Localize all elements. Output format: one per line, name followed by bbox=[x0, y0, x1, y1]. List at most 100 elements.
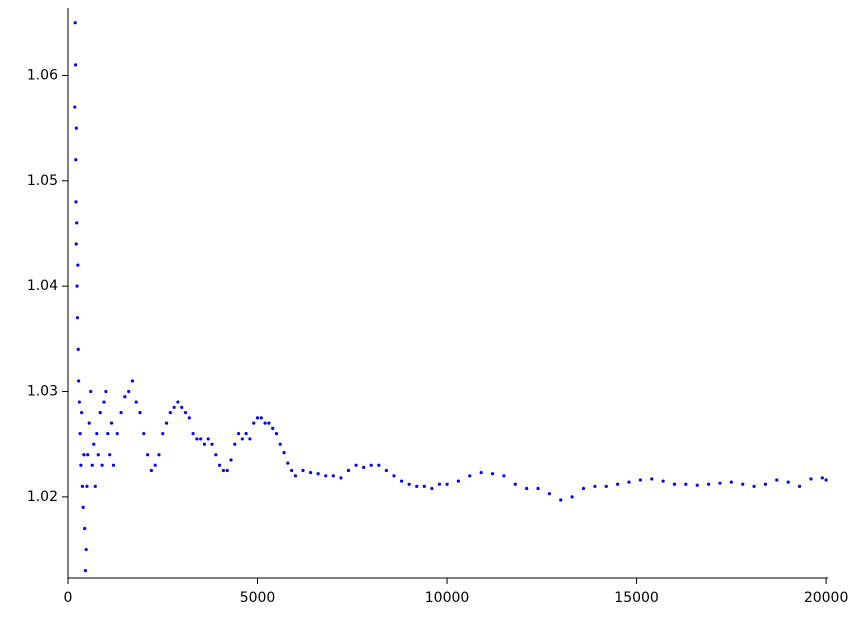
point bbox=[106, 432, 110, 436]
point bbox=[98, 410, 102, 415]
point bbox=[183, 410, 188, 415]
point bbox=[221, 468, 226, 473]
x-tick-label: 0 bbox=[64, 590, 73, 606]
point bbox=[75, 284, 79, 288]
point bbox=[301, 468, 305, 473]
point bbox=[76, 347, 80, 351]
point bbox=[75, 221, 79, 225]
point bbox=[604, 484, 608, 488]
point bbox=[536, 486, 540, 491]
point bbox=[104, 389, 108, 394]
point bbox=[684, 482, 688, 486]
point bbox=[89, 389, 93, 394]
point bbox=[399, 479, 404, 483]
point bbox=[581, 486, 586, 491]
point bbox=[84, 547, 88, 552]
point bbox=[119, 410, 123, 415]
point bbox=[176, 400, 180, 404]
point bbox=[191, 432, 195, 436]
point bbox=[82, 453, 86, 457]
point bbox=[248, 437, 252, 441]
point bbox=[763, 482, 768, 486]
point bbox=[138, 410, 142, 415]
point bbox=[547, 492, 551, 496]
point bbox=[109, 421, 114, 425]
x-tick-label: 20000 bbox=[804, 590, 849, 606]
point bbox=[149, 468, 153, 473]
point bbox=[502, 474, 506, 478]
point bbox=[809, 477, 813, 481]
point bbox=[797, 484, 802, 488]
point bbox=[77, 379, 81, 383]
point bbox=[92, 442, 96, 446]
point bbox=[214, 453, 218, 457]
point bbox=[123, 395, 127, 399]
point bbox=[83, 569, 88, 573]
point bbox=[80, 410, 84, 415]
point bbox=[87, 421, 91, 425]
point bbox=[73, 21, 77, 25]
point bbox=[824, 478, 828, 482]
point bbox=[76, 263, 80, 267]
point bbox=[187, 416, 191, 420]
point bbox=[73, 63, 78, 67]
point bbox=[468, 474, 472, 478]
point bbox=[616, 482, 620, 486]
point bbox=[415, 484, 419, 488]
point bbox=[407, 482, 411, 486]
point bbox=[90, 463, 94, 467]
point bbox=[324, 474, 328, 478]
point bbox=[392, 474, 396, 478]
point bbox=[278, 442, 282, 446]
point bbox=[570, 495, 574, 499]
point bbox=[79, 463, 83, 467]
y-tick-label: 1.06 bbox=[27, 67, 58, 83]
point bbox=[102, 400, 106, 404]
point bbox=[161, 432, 165, 436]
point bbox=[83, 526, 87, 531]
point bbox=[339, 476, 343, 480]
point bbox=[752, 484, 756, 488]
point bbox=[271, 426, 275, 430]
point bbox=[259, 416, 263, 420]
point bbox=[130, 379, 135, 383]
point bbox=[244, 432, 248, 436]
point bbox=[362, 465, 366, 469]
point bbox=[180, 405, 184, 409]
y-tick-label: 1.02 bbox=[27, 489, 58, 505]
point bbox=[73, 105, 77, 109]
point bbox=[108, 453, 112, 457]
point bbox=[199, 437, 203, 441]
point bbox=[559, 498, 563, 502]
point bbox=[422, 484, 426, 488]
point bbox=[111, 463, 116, 467]
point bbox=[81, 505, 85, 510]
point bbox=[74, 126, 78, 130]
point bbox=[346, 468, 351, 473]
y-tick-label: 1.03 bbox=[27, 384, 58, 400]
point bbox=[706, 482, 711, 486]
point bbox=[240, 437, 244, 441]
point bbox=[127, 389, 131, 394]
point bbox=[650, 477, 654, 481]
point bbox=[78, 432, 82, 436]
point bbox=[820, 476, 824, 480]
point bbox=[293, 474, 298, 478]
point bbox=[627, 480, 631, 484]
point bbox=[384, 468, 389, 473]
point bbox=[775, 478, 779, 482]
point bbox=[695, 483, 699, 487]
point bbox=[172, 405, 176, 409]
point bbox=[195, 437, 199, 441]
point bbox=[74, 200, 78, 204]
point bbox=[100, 463, 104, 467]
point bbox=[236, 432, 241, 436]
point bbox=[316, 472, 320, 476]
point bbox=[96, 453, 100, 457]
point bbox=[718, 481, 722, 485]
point bbox=[430, 486, 434, 491]
point bbox=[263, 421, 267, 425]
point bbox=[75, 316, 80, 320]
point bbox=[525, 486, 529, 491]
